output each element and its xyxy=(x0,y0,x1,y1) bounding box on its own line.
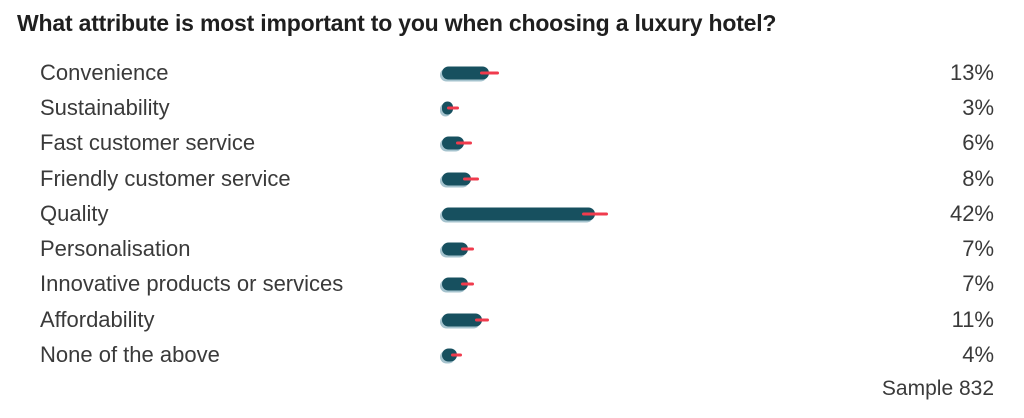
category-label: Fast customer service xyxy=(40,130,256,156)
bar xyxy=(442,313,483,327)
category-label: Sustainability xyxy=(40,94,170,120)
value-label: 4% xyxy=(962,342,994,368)
value-label: 7% xyxy=(962,236,994,262)
category-label: Friendly customer service xyxy=(40,165,291,191)
bar-area xyxy=(442,231,1024,266)
chart-title: What attribute is most important to you … xyxy=(17,10,777,36)
value-label: 13% xyxy=(949,59,994,85)
bar-area xyxy=(442,90,1024,125)
chart-row: Innovative products or services 7% xyxy=(0,267,1024,302)
bar-area xyxy=(442,267,1024,302)
bar xyxy=(442,172,472,186)
category-label: Convenience xyxy=(40,59,169,85)
value-label: 42% xyxy=(949,200,994,226)
bar-area xyxy=(442,55,1024,90)
error-bar xyxy=(480,71,499,75)
error-bar xyxy=(582,212,609,216)
bar-area xyxy=(442,161,1024,196)
error-bar xyxy=(460,247,475,251)
value-label: 6% xyxy=(962,130,994,156)
chart-row: Affordability 11% xyxy=(0,302,1024,337)
bar-area xyxy=(442,126,1024,161)
bar-area xyxy=(442,302,1024,337)
chart-row: Quality 42% xyxy=(0,196,1024,231)
sample-size-note: Sample 832 xyxy=(881,377,994,400)
chart-row: Sustainability 3% xyxy=(0,90,1024,125)
bar xyxy=(442,348,457,362)
chart-row: Friendly customer service 8% xyxy=(0,161,1024,196)
bar xyxy=(442,277,468,291)
chart-row: Fast customer service 6% xyxy=(0,126,1024,161)
error-bar xyxy=(463,177,480,181)
value-label: 7% xyxy=(962,271,994,297)
category-label: None of the above xyxy=(40,342,220,368)
bar xyxy=(442,207,596,221)
error-bar xyxy=(450,353,463,357)
category-label: Affordability xyxy=(40,306,155,332)
error-bar xyxy=(455,141,472,145)
error-bar xyxy=(447,106,459,110)
bar-area xyxy=(442,196,1024,231)
chart-row: None of the above 4% xyxy=(0,337,1024,372)
bar xyxy=(442,66,490,80)
error-bar xyxy=(475,318,490,322)
bar-area xyxy=(442,337,1024,372)
chart-row: Convenience 13% xyxy=(0,55,1024,90)
category-label: Personalisation xyxy=(40,236,191,262)
bar xyxy=(442,136,464,150)
value-label: 11% xyxy=(951,306,994,332)
bar xyxy=(442,242,468,256)
category-label: Quality xyxy=(40,200,109,226)
chart-rows: Convenience 13% Sustainability 3% Fast c… xyxy=(0,55,1024,373)
chart-row: Personalisation 7% xyxy=(0,231,1024,266)
value-label: 3% xyxy=(962,94,994,120)
value-label: 8% xyxy=(962,165,994,191)
error-bar xyxy=(460,282,475,286)
category-label: Innovative products or services xyxy=(40,271,344,297)
